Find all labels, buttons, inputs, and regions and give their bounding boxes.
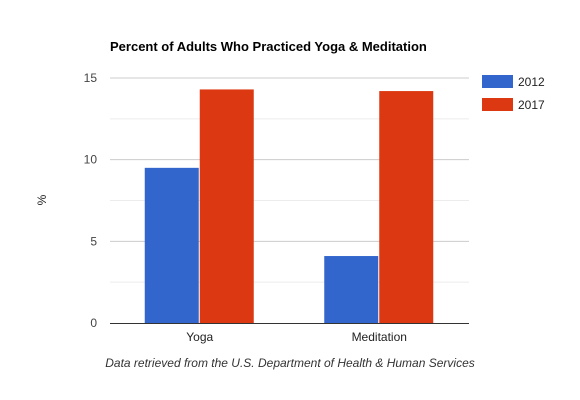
bar-yoga-2017 (199, 89, 254, 323)
x-tick-label: Yoga (186, 330, 213, 344)
chart-title: Percent of Adults Who Practiced Yoga & M… (110, 39, 427, 54)
bar-yoga-2012 (144, 167, 199, 323)
legend: 2012 2017 (482, 75, 545, 112)
legend-label: 2012 (518, 75, 545, 89)
legend-swatch-2017 (482, 98, 513, 111)
chart-caption: Data retrieved from the U.S. Department … (105, 356, 475, 370)
y-tick-label: 10 (84, 153, 98, 167)
y-tick-label: 15 (84, 71, 98, 85)
y-tick-label: 0 (90, 316, 97, 330)
bar-meditation-2017 (379, 91, 434, 323)
bars (144, 89, 434, 323)
y-axis-ticks: 0 5 10 15 (84, 71, 98, 330)
x-axis-ticks: Yoga Meditation (186, 330, 407, 344)
y-axis-label: % (35, 194, 49, 205)
legend-label: 2017 (518, 98, 545, 112)
x-tick-label: Meditation (352, 330, 407, 344)
y-tick-label: 5 (90, 234, 97, 248)
legend-swatch-2012 (482, 75, 513, 88)
bar-meditation-2012 (324, 256, 379, 323)
